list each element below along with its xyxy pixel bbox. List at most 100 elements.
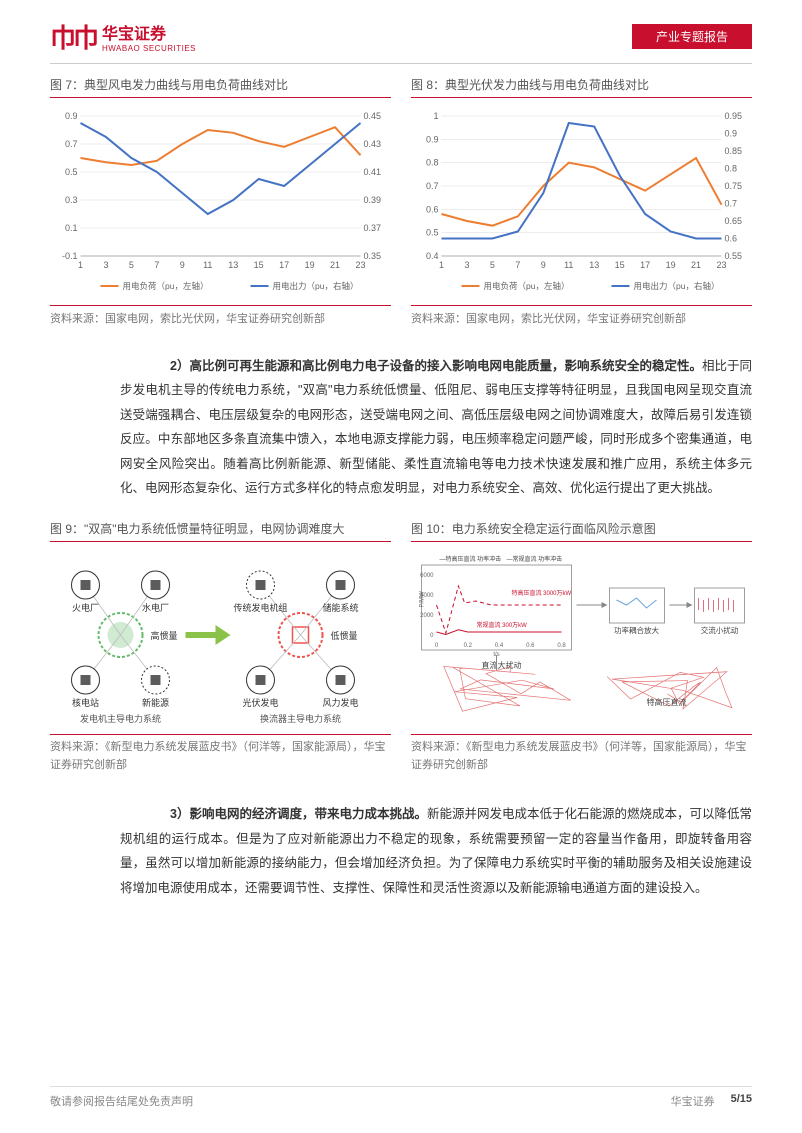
- figure-8-source: 资料来源：国家电网，索比光伏网，华宝证券研究创新部: [411, 305, 752, 326]
- logo-text-en: HWABAO SECURITIES: [102, 44, 196, 53]
- logo: 巾巾 华宝证券 HWABAO SECURITIES: [50, 18, 196, 55]
- svg-text:0.65: 0.65: [725, 216, 743, 226]
- svg-text:低惯量: 低惯量: [331, 630, 358, 641]
- figure-8-title: 图 8：典型光伏发力曲线与用电负荷曲线对比: [411, 76, 752, 98]
- svg-text:0.5: 0.5: [426, 228, 439, 238]
- svg-text:0.7: 0.7: [725, 199, 738, 209]
- svg-text:用电负荷（pu，左轴）: 用电负荷（pu，左轴）: [123, 281, 209, 291]
- svg-text:用电负荷（pu，左轴）: 用电负荷（pu，左轴）: [484, 281, 570, 291]
- svg-text:1: 1: [433, 111, 438, 121]
- svg-text:0.5: 0.5: [65, 167, 78, 177]
- logo-text-cn: 华宝证券: [102, 20, 196, 44]
- svg-text:常规直流 300万kW: 常规直流 300万kW: [477, 621, 528, 629]
- footer-disclaimer: 敬请参阅报告结尾处免责声明: [50, 1093, 193, 1109]
- svg-text:0.2: 0.2: [464, 643, 473, 649]
- svg-text:0.37: 0.37: [364, 223, 382, 233]
- svg-text:9: 9: [541, 260, 546, 270]
- svg-text:储能系统: 储能系统: [322, 602, 358, 613]
- svg-text:21: 21: [691, 260, 701, 270]
- page-footer: 敬请参阅报告结尾处免责声明 华宝证券 5/15: [50, 1086, 752, 1109]
- figure-9-source: 资料来源：《新型电力系统发展蓝皮书》（何洋等，国家能源局），华宝证券研究创新部: [50, 734, 391, 774]
- svg-text:0.7: 0.7: [65, 139, 78, 149]
- svg-text:换流器主导电力系统: 换流器主导电力系统: [260, 713, 341, 724]
- svg-text:0.6: 0.6: [426, 204, 439, 214]
- paragraph-2-rest: 相比于同步发电机主导的传统电力系统，"双高"电力系统低惯量、低阻尼、弱电压支撑等…: [120, 359, 752, 495]
- svg-text:高惯量: 高惯量: [151, 630, 178, 641]
- svg-text:用电出力（pu，右轴）: 用电出力（pu，右轴）: [273, 281, 359, 291]
- svg-text:核电站: 核电站: [72, 697, 99, 708]
- svg-text:0.75: 0.75: [725, 181, 743, 191]
- figure-7: 图 7：典型风电发力曲线与用电负荷曲线对比 -0.10.10.30.50.70.…: [50, 76, 391, 326]
- svg-text:0.1: 0.1: [65, 223, 78, 233]
- svg-text:0.45: 0.45: [364, 111, 382, 121]
- svg-text:0.8: 0.8: [725, 164, 738, 174]
- chart-7-svg: -0.10.10.30.50.70.90.350.370.390.410.430…: [50, 106, 391, 296]
- svg-text:0.6: 0.6: [526, 643, 535, 649]
- svg-text:0.35: 0.35: [364, 251, 382, 261]
- svg-text:6000: 6000: [420, 573, 434, 579]
- svg-text:5: 5: [490, 260, 495, 270]
- page-header: 巾巾 华宝证券 HWABAO SECURITIES 产业专题报告: [0, 0, 802, 63]
- svg-text:0.39: 0.39: [364, 195, 382, 205]
- figure-10-source: 资料来源：《新型电力系统发展蓝皮书》（何洋等，国家能源局），华宝证券研究创新部: [411, 734, 752, 774]
- diagram-10-svg: 020004000600000.20.40.60.8P/MWt/s—特高压直流 …: [411, 550, 752, 728]
- svg-text:1: 1: [78, 260, 83, 270]
- svg-text:0.9: 0.9: [426, 134, 439, 144]
- figure-7-title: 图 7：典型风电发力曲线与用电负荷曲线对比: [50, 76, 391, 98]
- paragraph-2: 2）高比例可再生能源和高比例电力电子设备的接入影响电网电能质量，影响系统安全的稳…: [50, 354, 752, 500]
- svg-text:特高压直流 3000万kW: 特高压直流 3000万kW: [512, 589, 572, 597]
- svg-text:13: 13: [228, 260, 238, 270]
- svg-text:0.4: 0.4: [426, 251, 439, 261]
- paragraph-3-lead: 3）影响电网的经济调度，带来电力成本挑战。: [170, 807, 427, 821]
- svg-text:15: 15: [615, 260, 625, 270]
- svg-text:0.9: 0.9: [65, 111, 78, 121]
- figure-7-source: 资料来源：国家电网，索比光伏网，华宝证券研究创新部: [50, 305, 391, 326]
- svg-text:7: 7: [515, 260, 520, 270]
- svg-text:风力发电: 风力发电: [322, 697, 358, 708]
- svg-text:0.85: 0.85: [725, 146, 743, 156]
- svg-text:9: 9: [180, 260, 185, 270]
- svg-text:交流小扰动: 交流小扰动: [701, 625, 739, 635]
- logo-icon: 巾巾: [50, 18, 96, 55]
- svg-text:P/MW: P/MW: [420, 591, 426, 608]
- svg-text:0.6: 0.6: [725, 234, 738, 244]
- svg-text:-0.1: -0.1: [62, 251, 78, 261]
- svg-text:11: 11: [564, 260, 573, 270]
- footer-company: 华宝证券: [671, 1093, 715, 1109]
- svg-text:用电出力（pu，右轴）: 用电出力（pu，右轴）: [634, 281, 720, 291]
- svg-text:直流大扰动: 直流大扰动: [482, 660, 522, 670]
- svg-text:发电机主导电力系统: 发电机主导电力系统: [80, 713, 161, 724]
- svg-text:新能源: 新能源: [142, 697, 169, 708]
- svg-text:17: 17: [640, 260, 650, 270]
- svg-text:0.9: 0.9: [725, 129, 738, 139]
- svg-text:特高压直流: 特高压直流: [647, 697, 687, 707]
- svg-text:2000: 2000: [420, 613, 434, 619]
- svg-text:19: 19: [305, 260, 315, 270]
- svg-text:0.95: 0.95: [725, 111, 743, 121]
- svg-text:7: 7: [154, 260, 159, 270]
- svg-text:—特高压直流 功率冲击: —特高压直流 功率冲击: [440, 555, 502, 563]
- svg-text:15: 15: [254, 260, 264, 270]
- svg-text:3: 3: [464, 260, 469, 270]
- svg-text:3: 3: [103, 260, 108, 270]
- svg-text:23: 23: [355, 260, 365, 270]
- svg-text:光伏发电: 光伏发电: [242, 697, 278, 708]
- svg-text:23: 23: [716, 260, 726, 270]
- svg-text:0.7: 0.7: [426, 181, 439, 191]
- figure-9: 图 9："双高"电力系统低惯量特征明显，电网协调难度大 火电厂水电厂核电站新能源…: [50, 520, 391, 774]
- figure-9-title: 图 9："双高"电力系统低惯量特征明显，电网协调难度大: [50, 520, 391, 542]
- paragraph-3: 3）影响电网的经济调度，带来电力成本挑战。新能源并网发电成本低于化石能源的燃烧成…: [50, 802, 752, 900]
- svg-text:21: 21: [330, 260, 340, 270]
- svg-text:—常规直流 功率冲击: —常规直流 功率冲击: [507, 555, 563, 563]
- svg-text:功率耦合放大: 功率耦合放大: [614, 625, 659, 635]
- footer-page-number: 5/15: [731, 1093, 752, 1109]
- svg-text:0.41: 0.41: [364, 167, 382, 177]
- diagram-9-svg: 火电厂水电厂核电站新能源高惯量发电机主导电力系统传统发电机组储能系统光伏发电风力…: [50, 550, 391, 728]
- chart-8-svg: 0.40.50.60.70.80.910.550.60.650.70.750.8…: [411, 106, 752, 296]
- svg-text:0.8: 0.8: [557, 643, 566, 649]
- svg-text:13: 13: [589, 260, 599, 270]
- figure-10-title: 图 10：电力系统安全稳定运行面临风险示意图: [411, 520, 752, 542]
- svg-text:火电厂: 火电厂: [72, 602, 99, 613]
- svg-text:17: 17: [279, 260, 289, 270]
- svg-text:11: 11: [203, 260, 212, 270]
